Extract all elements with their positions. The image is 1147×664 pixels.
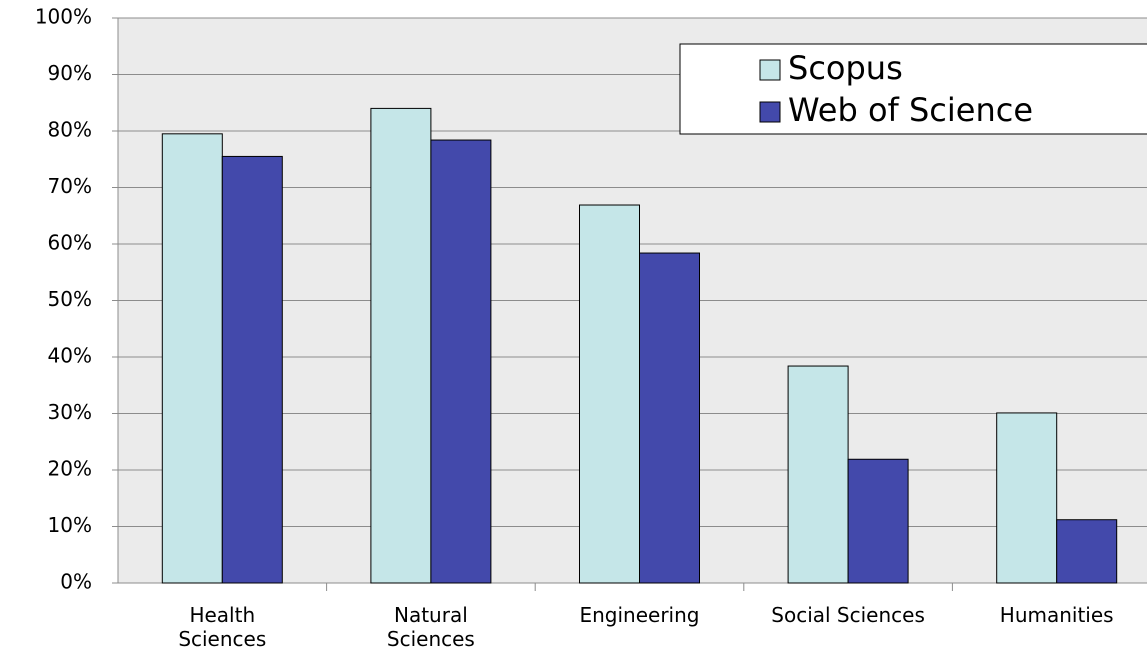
y-tick-label: 50% xyxy=(48,287,92,311)
legend: Scopus Web of Science xyxy=(679,43,1147,135)
y-tick-label: 90% xyxy=(48,61,92,85)
x-tick-label: Natural Sciences xyxy=(386,603,475,651)
bar xyxy=(161,133,223,584)
y-tick-label: 40% xyxy=(48,344,92,368)
x-tick-label: Health Sciences xyxy=(178,603,267,651)
x-tick-label: Humanities xyxy=(999,603,1114,627)
bar xyxy=(996,412,1058,584)
legend-swatch xyxy=(759,59,781,81)
bar xyxy=(1056,519,1118,584)
legend-label: Scopus xyxy=(788,49,903,87)
bar xyxy=(579,204,640,584)
bar xyxy=(221,155,283,584)
y-tick-label: 100% xyxy=(35,5,92,29)
y-tick-label: 80% xyxy=(48,118,92,142)
x-tick-label: Social Sciences xyxy=(771,603,925,627)
legend-box xyxy=(679,43,1147,135)
bar xyxy=(787,365,849,584)
y-tick-label: 10% xyxy=(48,513,92,537)
y-tick-label: 30% xyxy=(48,400,92,424)
y-tick-label: 20% xyxy=(48,457,92,481)
y-tick-label: 0% xyxy=(60,570,92,594)
y-tick-label: 70% xyxy=(48,174,92,198)
x-tick-label: Engineering xyxy=(579,603,700,627)
legend-swatch xyxy=(759,101,781,123)
bar xyxy=(430,139,492,584)
bar xyxy=(370,107,432,584)
legend-label: Web of Science xyxy=(788,91,1033,129)
bar xyxy=(847,458,909,584)
bar xyxy=(639,252,700,584)
y-tick-label: 60% xyxy=(48,231,92,255)
